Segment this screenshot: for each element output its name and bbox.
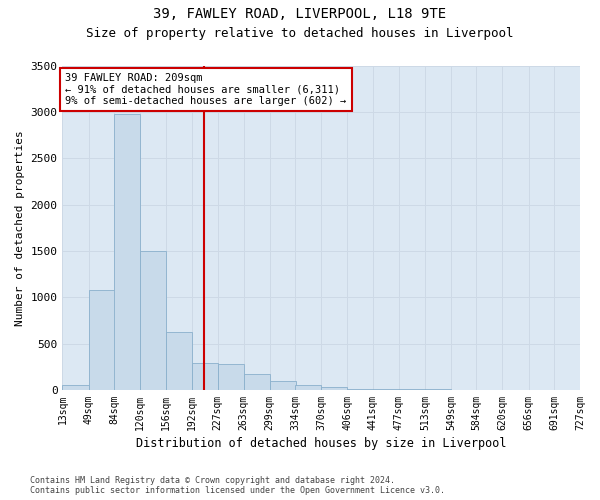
Bar bbox=[347, 388, 373, 390]
Bar bbox=[89, 290, 115, 390]
Bar bbox=[373, 389, 399, 390]
Bar bbox=[399, 389, 425, 390]
Y-axis label: Number of detached properties: Number of detached properties bbox=[15, 130, 25, 326]
X-axis label: Distribution of detached houses by size in Liverpool: Distribution of detached houses by size … bbox=[136, 437, 506, 450]
Bar bbox=[244, 374, 270, 390]
Bar bbox=[140, 251, 166, 390]
Bar bbox=[321, 386, 347, 390]
Bar bbox=[166, 332, 192, 390]
Bar bbox=[114, 114, 140, 390]
Text: Contains HM Land Registry data © Crown copyright and database right 2024.
Contai: Contains HM Land Registry data © Crown c… bbox=[30, 476, 445, 495]
Bar bbox=[62, 386, 89, 390]
Text: Size of property relative to detached houses in Liverpool: Size of property relative to detached ho… bbox=[86, 28, 514, 40]
Bar bbox=[192, 363, 218, 390]
Bar bbox=[295, 385, 321, 390]
Text: 39, FAWLEY ROAD, LIVERPOOL, L18 9TE: 39, FAWLEY ROAD, LIVERPOOL, L18 9TE bbox=[154, 8, 446, 22]
Bar bbox=[218, 364, 244, 390]
Bar bbox=[270, 380, 296, 390]
Text: 39 FAWLEY ROAD: 209sqm
← 91% of detached houses are smaller (6,311)
9% of semi-d: 39 FAWLEY ROAD: 209sqm ← 91% of detached… bbox=[65, 73, 347, 106]
